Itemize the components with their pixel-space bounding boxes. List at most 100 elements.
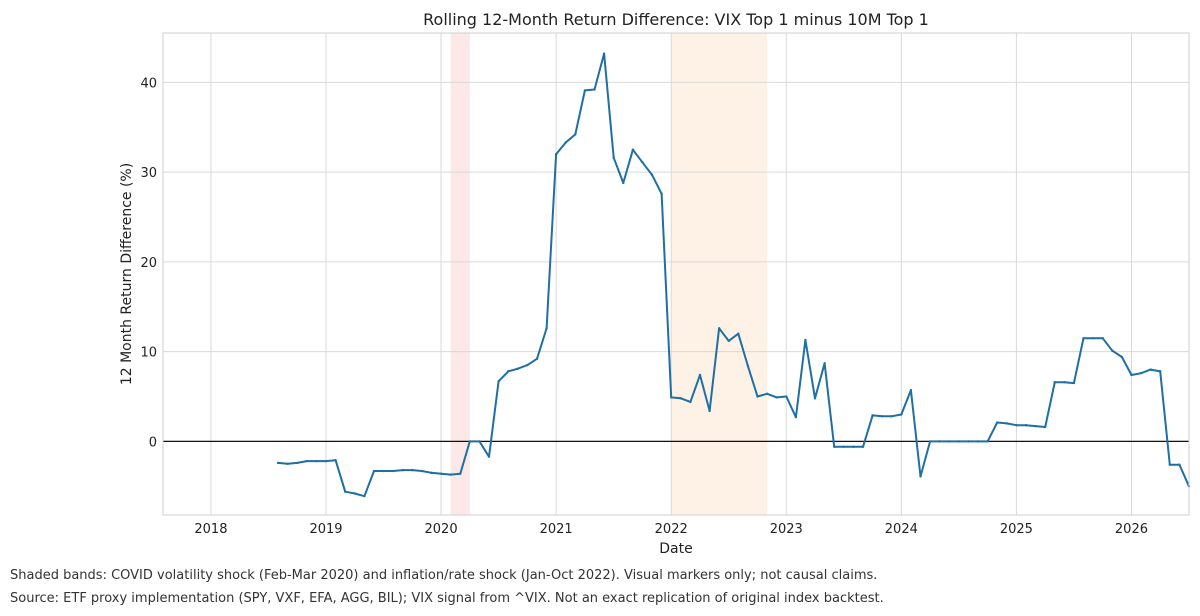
data-point xyxy=(948,440,951,443)
series-line-0 xyxy=(278,52,1190,498)
data-point xyxy=(689,400,692,404)
data-point xyxy=(756,395,759,398)
data-point xyxy=(535,357,539,361)
data-point xyxy=(497,380,500,383)
data-point xyxy=(698,373,702,377)
data-point xyxy=(794,415,798,419)
data-point xyxy=(679,397,682,400)
data-point xyxy=(391,469,395,473)
x-tick-label: 2026 xyxy=(1115,522,1148,537)
data-point xyxy=(842,445,846,448)
y-tick-label: 10 xyxy=(140,346,157,361)
data-point xyxy=(1082,336,1085,340)
data-point xyxy=(382,469,385,473)
y-axis-label: 12 Month Return Difference (%) xyxy=(119,163,135,385)
line-chart: Rolling 12-Month Return Difference: VIX … xyxy=(119,10,1191,557)
data-point xyxy=(727,339,730,343)
data-point xyxy=(449,473,452,476)
chart-title: Rolling 12-Month Return Difference: VIX … xyxy=(423,10,929,29)
data-point xyxy=(1072,381,1076,385)
x-tick-label: 2020 xyxy=(425,522,458,537)
y-tick-label: 30 xyxy=(140,166,157,181)
data-point xyxy=(717,327,721,330)
data-point xyxy=(852,445,855,448)
x-axis-label: Date xyxy=(659,541,692,557)
data-point xyxy=(1024,424,1028,427)
x-axis-ticks: 2018 2019 2020 2021 2022 2023 2024 2025 2026 xyxy=(194,522,1148,537)
x-tick-label: 2019 xyxy=(309,522,342,537)
data-point xyxy=(1120,355,1124,359)
data-point xyxy=(439,472,443,475)
data-point xyxy=(670,396,673,399)
data-point xyxy=(1178,463,1181,466)
caption-shaded-bands: Shaded bands: COVID volatility shock (Fe… xyxy=(10,568,878,583)
data-point xyxy=(967,440,970,443)
data-point xyxy=(583,89,587,92)
data-point xyxy=(1149,368,1152,371)
data-point xyxy=(334,459,337,462)
data-point xyxy=(315,459,318,463)
series-layer xyxy=(276,52,1191,498)
data-point xyxy=(554,152,558,156)
plot-frame xyxy=(162,32,1190,516)
shaded-bands xyxy=(450,33,768,515)
data-point xyxy=(612,156,615,159)
x-tick-label: 2021 xyxy=(540,522,573,537)
data-point xyxy=(324,459,328,463)
data-point xyxy=(813,397,817,400)
data-point xyxy=(938,440,941,443)
data-point xyxy=(459,472,462,475)
data-point xyxy=(564,141,567,144)
data-point xyxy=(430,471,433,475)
data-point xyxy=(1130,373,1133,377)
data-point xyxy=(1005,422,1009,425)
data-point xyxy=(996,421,999,424)
data-point xyxy=(660,192,663,195)
y-tick-label: 40 xyxy=(140,76,157,91)
data-point xyxy=(286,462,289,466)
data-point xyxy=(880,415,884,418)
caption-source: Source: ETF proxy implementation (SPY, V… xyxy=(10,591,884,606)
data-point xyxy=(833,445,836,448)
y-tick-label: 20 xyxy=(140,256,157,271)
data-point xyxy=(631,148,635,151)
data-point xyxy=(276,461,280,465)
data-point xyxy=(1111,349,1114,352)
data-point xyxy=(526,363,529,367)
data-point xyxy=(1091,336,1095,340)
data-point xyxy=(1015,424,1018,427)
data-point xyxy=(919,475,922,478)
data-point xyxy=(986,440,989,443)
data-point xyxy=(1159,370,1162,373)
data-point xyxy=(593,88,596,91)
shaded-band-1 xyxy=(671,33,768,515)
x-tick-label: 2023 xyxy=(770,522,803,537)
data-point xyxy=(487,455,491,458)
data-point xyxy=(1053,380,1056,384)
data-point xyxy=(622,181,625,185)
data-point xyxy=(602,52,606,55)
data-point xyxy=(650,173,654,177)
data-point xyxy=(641,161,644,164)
data-point xyxy=(775,396,778,399)
data-point xyxy=(900,413,903,416)
x-tick-label: 2025 xyxy=(1000,522,1033,537)
data-point xyxy=(1139,371,1143,375)
data-point xyxy=(708,409,711,413)
data-point xyxy=(343,490,347,493)
data-point xyxy=(957,440,961,443)
data-point xyxy=(928,440,932,443)
data-point xyxy=(976,440,980,443)
data-point xyxy=(785,395,788,398)
data-point xyxy=(305,459,309,463)
data-point xyxy=(363,494,366,498)
data-point xyxy=(1101,336,1104,340)
data-point xyxy=(1168,463,1172,466)
data-point xyxy=(765,392,769,396)
data-point xyxy=(1034,424,1037,428)
data-point xyxy=(1043,425,1047,429)
data-point xyxy=(353,492,356,495)
x-tick-label: 2018 xyxy=(194,522,227,537)
data-point xyxy=(909,389,913,392)
data-point xyxy=(737,332,740,335)
